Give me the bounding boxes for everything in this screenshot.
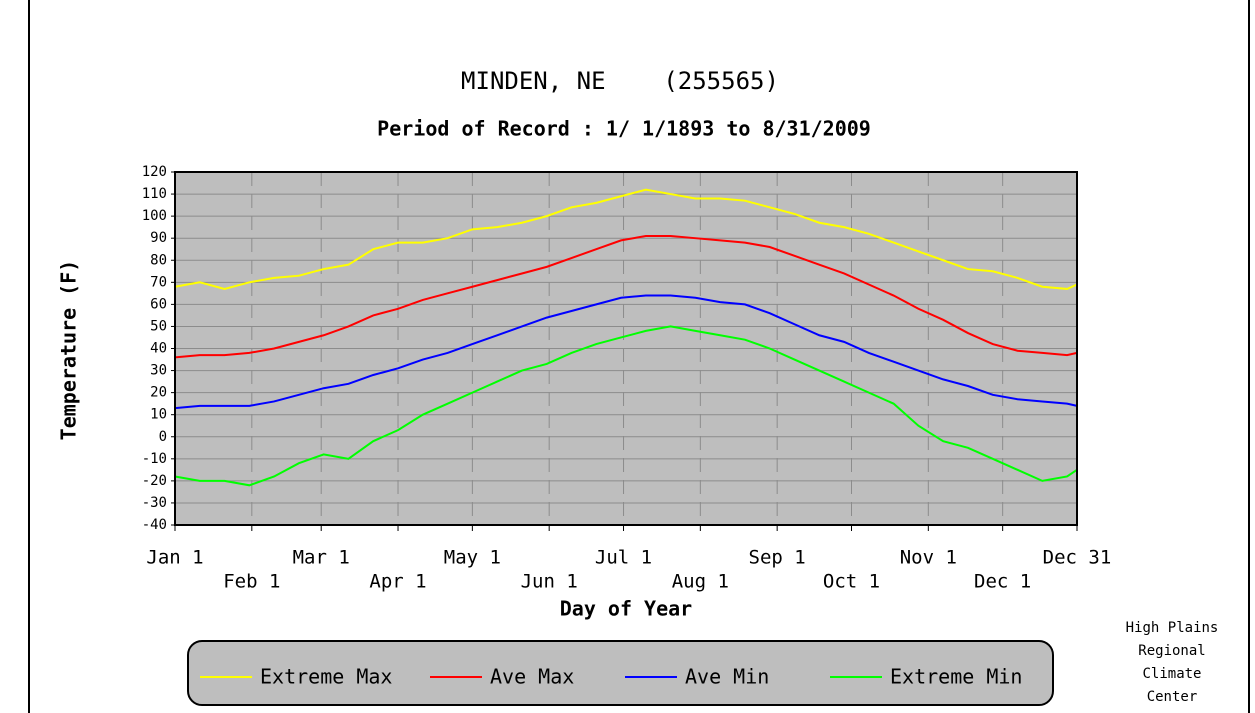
x-tick-label: May 1 bbox=[444, 547, 501, 569]
x-tick-label: Aug 1 bbox=[672, 571, 729, 593]
y-axis-label: Temperature (F) bbox=[57, 260, 81, 441]
y-tick-label: 100 bbox=[142, 208, 167, 224]
y-tick-label: -20 bbox=[142, 473, 167, 489]
y-tick-label: 40 bbox=[150, 341, 167, 357]
credit-text: Center bbox=[1147, 689, 1198, 705]
frame bbox=[28, 0, 1250, 713]
x-axis-label: Day of Year bbox=[560, 597, 692, 621]
y-tick-label: -30 bbox=[142, 495, 167, 511]
y-tick-label: 70 bbox=[150, 274, 167, 290]
x-tick-label: Nov 1 bbox=[900, 547, 957, 569]
legend-label: Ave Min bbox=[685, 665, 769, 689]
y-tick-label: 80 bbox=[150, 252, 167, 268]
plot-border bbox=[174, 171, 1078, 526]
x-tick-label: Jul 1 bbox=[595, 547, 652, 569]
y-tick-label: 120 bbox=[142, 164, 167, 180]
x-tick-label: Feb 1 bbox=[223, 571, 280, 593]
y-tick-label: -40 bbox=[142, 517, 167, 533]
legend-box bbox=[187, 640, 1054, 706]
x-tick-label: Apr 1 bbox=[369, 571, 426, 593]
credit-text: Climate bbox=[1142, 666, 1201, 682]
x-tick-label: Sep 1 bbox=[749, 547, 806, 569]
y-tick-label: -10 bbox=[142, 451, 167, 467]
x-tick-label: Jun 1 bbox=[521, 571, 578, 593]
x-tick-label: Mar 1 bbox=[293, 547, 350, 569]
legend-label: Ave Max bbox=[490, 665, 574, 689]
x-tick-label: Oct 1 bbox=[823, 571, 880, 593]
y-tick-label: 0 bbox=[159, 429, 167, 445]
series-line bbox=[174, 234, 1078, 359]
y-tick-label: 20 bbox=[150, 385, 167, 401]
credit-text: Regional bbox=[1138, 643, 1205, 659]
y-tick-label: 60 bbox=[150, 296, 167, 312]
series-line bbox=[174, 325, 1078, 487]
y-tick-label: 50 bbox=[150, 318, 167, 334]
y-tick-label: 110 bbox=[142, 186, 167, 202]
y-tick-label: 90 bbox=[150, 230, 167, 246]
credit-text: High Plains bbox=[1126, 620, 1219, 636]
y-tick-label: 30 bbox=[150, 363, 167, 379]
legend-label: Extreme Min bbox=[890, 665, 1022, 689]
y-tick-label: 10 bbox=[150, 407, 167, 423]
x-tick-label: Jan 1 bbox=[146, 547, 203, 569]
x-tick-label: Dec 1 bbox=[974, 571, 1031, 593]
series-line bbox=[174, 294, 1078, 410]
series-line bbox=[174, 188, 1078, 290]
x-tick-label: Dec 31 bbox=[1043, 547, 1112, 569]
legend-label: Extreme Max bbox=[260, 665, 392, 689]
chart-title: MINDEN, NE (255565) bbox=[461, 67, 779, 95]
chart-subtitle: Period of Record : 1/ 1/1893 to 8/31/200… bbox=[377, 117, 871, 141]
